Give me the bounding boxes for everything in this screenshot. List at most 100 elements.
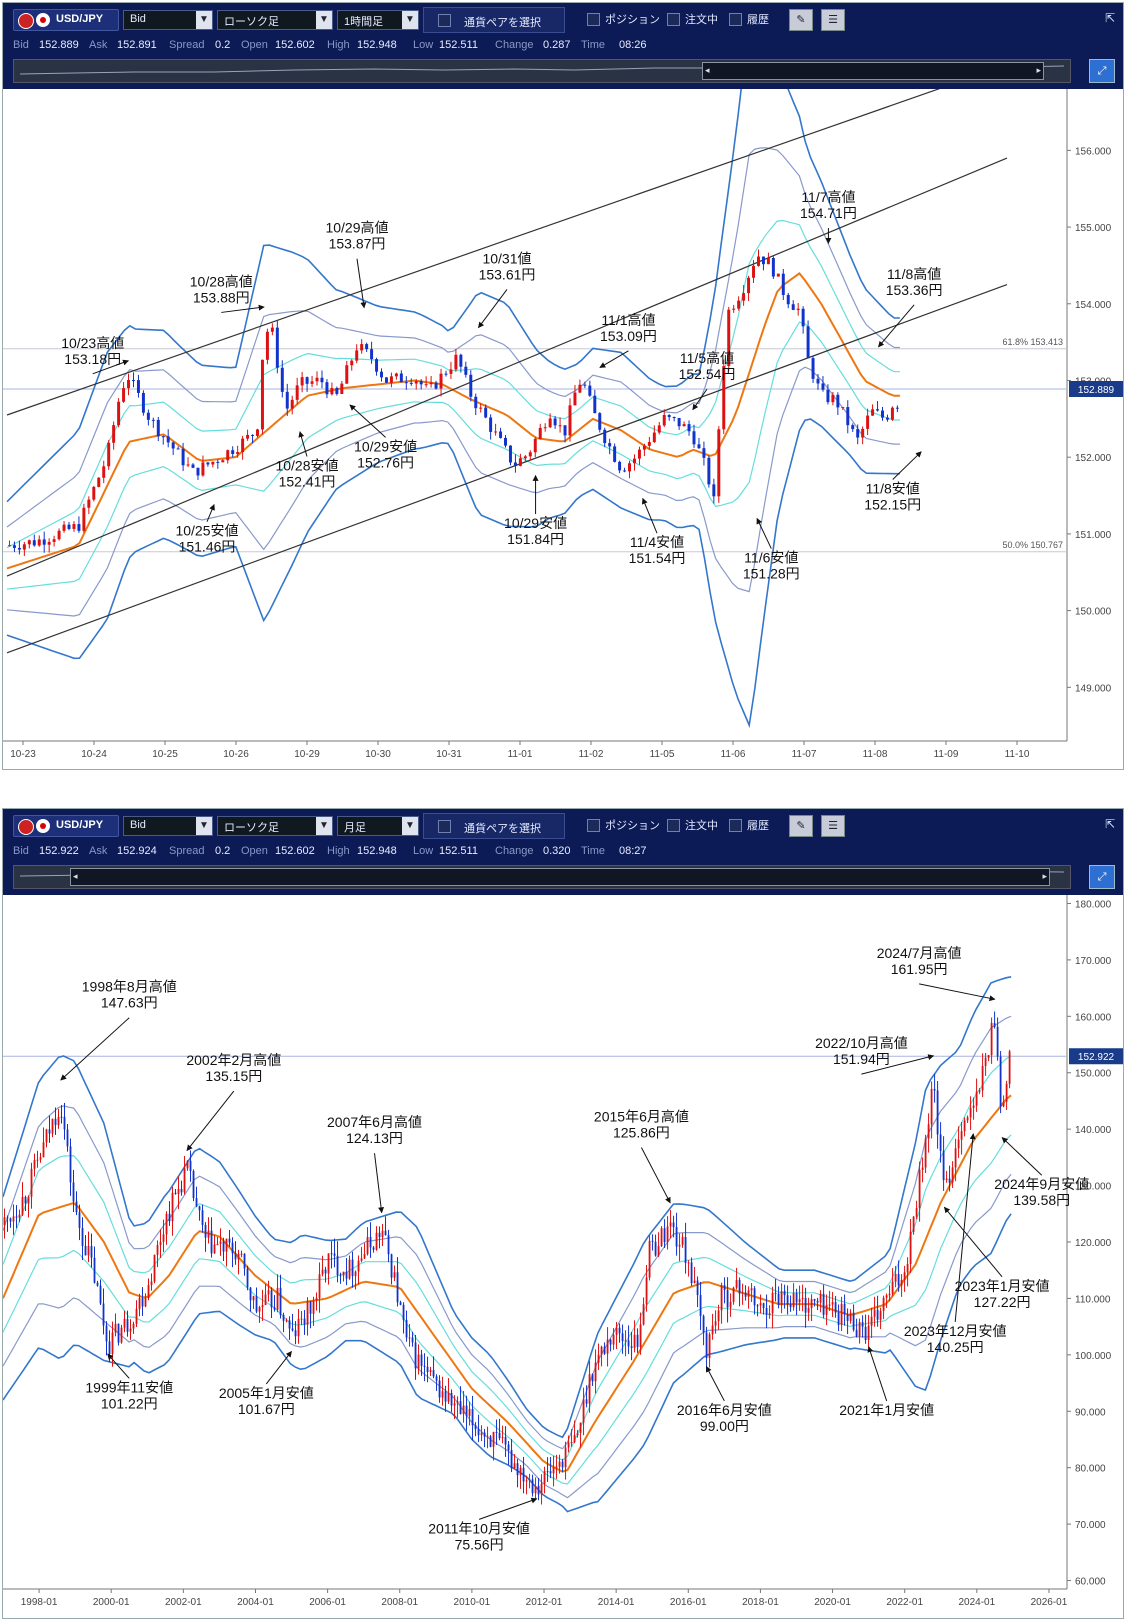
zoom-button[interactable]: ⤢ — [1089, 865, 1115, 889]
candle — [321, 1255, 324, 1277]
candle-body — [77, 524, 81, 531]
candle-body — [791, 304, 795, 310]
chart-style-select[interactable]: ローソク足 ▼ — [217, 816, 333, 836]
x-tick-label: 10-26 — [223, 749, 249, 760]
price-type-select[interactable]: Bid ▼ — [123, 10, 213, 30]
candle — [396, 1257, 399, 1307]
list-icon[interactable]: ☰ — [821, 9, 845, 31]
chevron-down-icon: ▼ — [316, 11, 332, 29]
candle — [693, 1266, 696, 1284]
candle — [136, 374, 140, 398]
candle-body — [486, 1436, 489, 1438]
chart-style-select[interactable]: ローソク足 ▼ — [217, 10, 333, 30]
candle — [354, 1270, 357, 1290]
candle — [495, 1419, 498, 1446]
candle — [873, 1296, 876, 1327]
annotation-date: 10/28安値 — [275, 458, 338, 474]
candle — [585, 1385, 588, 1408]
candle — [660, 1226, 663, 1248]
list-icon[interactable]: ☰ — [821, 815, 845, 837]
candle — [258, 1305, 261, 1323]
candle-body — [234, 1253, 237, 1260]
candle — [54, 1107, 57, 1135]
annotation-date: 10/23高値 — [61, 335, 124, 351]
candle-body — [45, 1129, 48, 1143]
y-tick-label: 170.000 — [1075, 956, 1112, 967]
draw-tool-icon[interactable]: ✎ — [789, 815, 813, 837]
candle-body — [897, 1273, 900, 1286]
price-type-select[interactable]: Bid ▼ — [123, 816, 213, 836]
time-navigator[interactable]: ◂ ▸ — [13, 865, 1071, 889]
candle — [72, 1169, 75, 1213]
candle — [672, 416, 676, 422]
candle-body — [597, 1354, 600, 1363]
candle-body — [201, 1210, 204, 1225]
candle — [633, 1320, 636, 1353]
candle-body — [666, 1226, 669, 1243]
candle-body — [742, 293, 746, 301]
timeframe-select[interactable]: 月足 ▼ — [337, 816, 419, 836]
candle-body — [645, 1277, 648, 1305]
timeframe-select[interactable]: 1時間足 ▼ — [337, 10, 419, 30]
candle — [444, 1385, 447, 1412]
candle-body — [144, 1297, 147, 1307]
candle-body — [378, 1232, 381, 1238]
zoom-button[interactable]: ⤢ — [1089, 59, 1115, 83]
candle — [469, 370, 473, 402]
candle-body — [851, 425, 855, 430]
annotation-arrow — [60, 1017, 130, 1081]
candle-body — [533, 438, 537, 453]
candle-body — [513, 462, 517, 466]
navigator-right-handle-icon[interactable]: ▸ — [1036, 66, 1041, 76]
candle-body — [363, 1253, 366, 1259]
candle-body — [492, 1431, 495, 1447]
pair-select-checkbox[interactable] — [438, 820, 451, 833]
pair-select-button[interactable]: 通貨ペアを選択 — [423, 813, 565, 839]
candle — [479, 403, 483, 413]
candle — [678, 1233, 681, 1262]
navigator-left-handle-icon[interactable]: ◂ — [705, 66, 710, 76]
history-checkbox[interactable] — [729, 13, 742, 26]
candle-body — [255, 1296, 258, 1312]
candle-body — [774, 1292, 777, 1294]
candle — [906, 1257, 909, 1287]
collapse-icon[interactable]: ⇱ — [1104, 11, 1115, 25]
annotation-arrow — [867, 1346, 888, 1402]
candle — [52, 535, 56, 547]
currency-pair-button[interactable]: USD/JPY — [13, 815, 119, 837]
candle-body — [469, 374, 473, 397]
pair-select-checkbox[interactable] — [438, 14, 451, 27]
candle-body — [786, 294, 790, 305]
navigator-right-handle-icon[interactable]: ▸ — [1042, 872, 1047, 882]
candle-body — [858, 1322, 861, 1337]
candle-body — [92, 486, 96, 500]
orders-checkbox[interactable] — [667, 819, 680, 832]
position-checkbox[interactable] — [587, 819, 600, 832]
history-checkbox[interactable] — [729, 819, 742, 832]
time-navigator[interactable]: ◂ ▸ — [13, 59, 1071, 83]
candle-body — [9, 1218, 12, 1222]
navigator-window[interactable]: ◂ ▸ — [702, 62, 1044, 80]
candle — [729, 1293, 732, 1317]
navigator-left-handle-icon[interactable]: ◂ — [73, 872, 78, 882]
candle — [507, 1440, 510, 1465]
candle — [879, 1307, 882, 1330]
draw-tool-icon[interactable]: ✎ — [789, 9, 813, 31]
candle — [621, 1324, 624, 1354]
candle — [897, 1260, 900, 1292]
candle-body — [17, 547, 21, 550]
currency-pair-button[interactable]: USD/JPY — [13, 9, 119, 31]
collapse-icon[interactable]: ⇱ — [1104, 817, 1115, 831]
position-checkbox[interactable] — [587, 13, 600, 26]
candle — [216, 1237, 219, 1246]
candle-body — [762, 1303, 765, 1308]
pair-select-button[interactable]: 通貨ペアを選択 — [423, 7, 565, 33]
candle-body — [429, 382, 433, 385]
candle — [260, 359, 264, 435]
high-value: 152.948 — [357, 39, 397, 51]
navigator-window[interactable]: ◂ ▸ — [70, 868, 1050, 886]
x-tick-label: 11-10 — [1005, 749, 1030, 760]
orders-checkbox[interactable] — [667, 13, 680, 26]
candle-body — [434, 382, 438, 389]
